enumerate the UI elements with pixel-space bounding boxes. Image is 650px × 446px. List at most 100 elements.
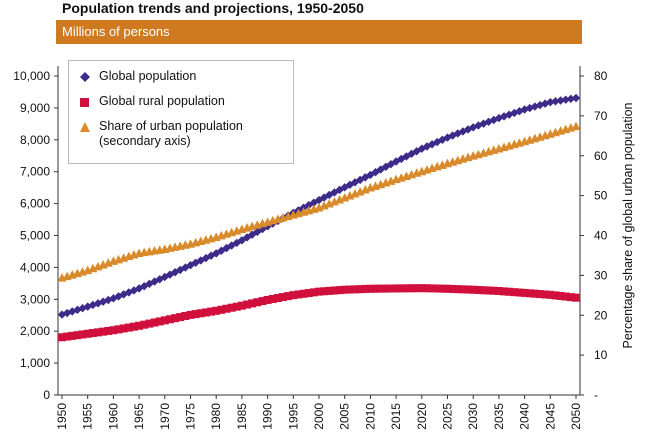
global-population-point [217,246,226,255]
y2-tick-label: 60 [594,149,608,163]
y2-axis-label: Percentage share of global urban populat… [621,102,635,348]
global-population-point [510,108,519,118]
units-label: Millions of persons [62,24,170,39]
global-rural-population-point [345,285,354,294]
legend-label: Global population [99,69,197,83]
global-rural-population-point [279,293,288,302]
global-rural-population-point [453,285,462,294]
global-rural-population-point [500,287,509,296]
global-rural-population-point [124,323,133,332]
global-rural-population-point [237,301,246,310]
global-rural-population-point [284,292,293,301]
global-rural-population-point [58,333,66,342]
global-rural-population-point [114,325,123,334]
units-banner: Millions of persons [56,20,582,44]
global-rural-population-point [474,285,483,294]
x-tick-label: 2030 [466,403,480,430]
global-rural-population-point [294,290,303,299]
y2-tick-label: 40 [594,229,608,243]
global-rural-population-point [484,286,493,295]
x-tick-label: 2000 [312,403,326,430]
global-rural-population-point [551,291,560,300]
global-rural-population-point [386,284,395,293]
y-tick-label: 7,000 [20,165,50,179]
global-rural-population-point [340,285,349,294]
triangle-marker-icon [80,122,90,132]
y2-tick-label: 50 [594,189,608,203]
global-population-point [571,93,581,103]
global-rural-population-point [515,288,524,297]
global-population-point [551,97,560,106]
x-tick-label: 2020 [415,403,429,430]
y2-tick-label: 30 [594,268,608,282]
global-rural-population-point [155,317,164,326]
chart-title: Population trends and projections, 1950-… [62,0,364,16]
global-rural-population-point [556,291,565,300]
global-rural-population-point [217,305,226,314]
y2-tick-label: 70 [594,109,608,123]
global-rural-population-point [402,284,411,293]
global-rural-population-point [464,285,473,294]
diamond-marker-icon [80,72,90,82]
urban-share-point [571,121,581,131]
global-rural-population-point [248,299,257,308]
global-population-point [407,149,416,159]
global-rural-population-point [335,286,344,295]
global-population-point [314,195,324,205]
global-rural-population-point [407,284,416,293]
x-tick-label: 1970 [158,403,172,430]
x-tick-label: 1960 [106,403,120,430]
global-rural-population-point [489,286,498,295]
y-tick-label: 0 [43,388,50,402]
y-tick-label: 5,000 [20,229,50,243]
global-population-point [546,97,555,107]
x-tick-label: 1965 [132,403,146,430]
global-rural-population-point [361,284,370,293]
global-population-point [176,265,185,275]
global-rural-population-point [315,287,323,296]
global-rural-population-point [561,292,570,301]
global-rural-population-point [422,284,431,293]
global-population-point [237,236,247,245]
global-rural-population-point [129,322,138,331]
global-population-point [540,99,550,108]
global-rural-population-point [201,308,210,317]
x-tick-label: 1950 [55,403,69,430]
global-rural-population-point [458,285,467,294]
legend-label: Share of urban population [99,119,243,133]
x-tick-label: 1955 [81,403,95,430]
global-population-point [494,113,504,123]
global-rural-population-point [165,315,174,324]
global-rural-population-point [268,294,277,303]
x-tick-label: 2035 [492,403,506,430]
global-population-point [227,241,236,250]
global-population-point [484,117,493,127]
square-marker-icon [80,98,89,107]
global-rural-population-point [227,303,236,312]
global-rural-population-point [546,290,555,299]
x-tick-label: 1980 [209,403,223,430]
global-rural-population-point [176,313,185,322]
x-tick-label: 1990 [261,403,275,430]
global-population-point [556,96,565,105]
y-tick-label: 1,000 [20,356,50,370]
global-rural-population-point [243,300,252,309]
global-rural-population-point [572,293,580,302]
y-tick-label: 8,000 [20,133,50,147]
y-tick-label: 4,000 [20,260,50,274]
global-rural-population-point [119,324,128,333]
global-rural-population-point [181,312,190,321]
global-rural-population-point [536,290,545,299]
y2-tick-label: 20 [594,308,608,322]
global-rural-population-point [494,287,503,296]
global-rural-population-point [566,293,575,302]
global-population-point [386,159,396,169]
global-rural-population-point [263,295,272,304]
legend-note: (secondary axis) [99,134,191,148]
global-population-point [504,110,514,119]
global-population-point [325,190,334,200]
x-tick-label: 2010 [363,403,377,430]
global-rural-population-point [530,289,539,298]
y2-tick-label: - [594,388,598,402]
